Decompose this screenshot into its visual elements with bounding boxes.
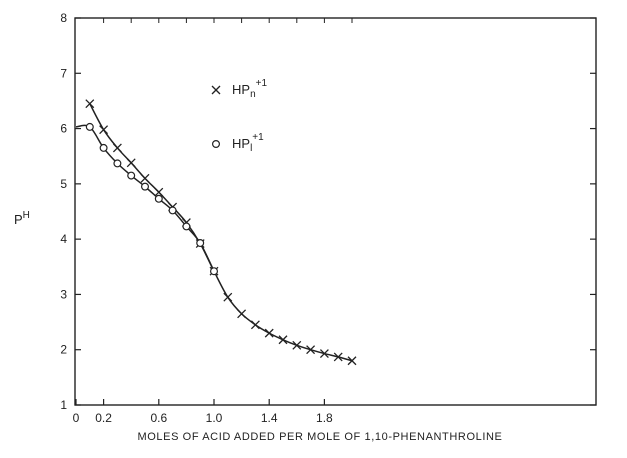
legend-item-series-1: HPn+1 <box>211 78 267 100</box>
x-tick-label: 0.2 <box>95 411 112 425</box>
data-point-circle <box>196 239 205 248</box>
data-point-circle <box>141 182 150 191</box>
series-line <box>75 124 215 272</box>
legend-x-glyph <box>211 85 221 95</box>
data-point-x <box>250 320 260 330</box>
x-marker-stroke <box>85 99 95 109</box>
x-axis-ticks: 0 0.2 0.6 1.0 1.4 1.8 <box>73 18 353 425</box>
y-tick-label: 8 <box>60 11 67 25</box>
y-tick-label: 5 <box>60 177 67 191</box>
y-axis-ticks: 1 2 3 4 5 6 7 8 <box>60 11 596 412</box>
data-point-circle <box>127 171 136 180</box>
data-point-x <box>140 173 150 183</box>
x-marker-stroke <box>126 158 136 168</box>
y-tick-label: 1 <box>60 398 67 412</box>
x-tick-label: 1.4 <box>261 411 278 425</box>
legend-label-series-2: HPl+1 <box>232 132 264 154</box>
data-point-x <box>126 158 136 168</box>
x-marker-stroke <box>223 292 233 302</box>
data-point-x <box>99 125 109 135</box>
x-tick-label: 0.6 <box>150 411 167 425</box>
x-tick-label: 1.8 <box>316 411 333 425</box>
x-marker-stroke <box>154 187 164 197</box>
data-point-x <box>306 345 316 355</box>
data-point-x <box>292 340 302 350</box>
x-axis-label: MOLES OF ACID ADDED PER MOLE OF 1,10-PHE… <box>138 431 503 443</box>
legend-marker-x <box>211 85 221 95</box>
x-marker-stroke <box>319 349 329 359</box>
data-point-x <box>112 143 122 153</box>
data-point-circle <box>85 122 94 131</box>
data-point-circle <box>210 267 219 276</box>
x-marker-stroke <box>278 335 288 345</box>
y-tick-label: 4 <box>60 232 67 246</box>
data-point-x <box>223 292 233 302</box>
y-tick-label: 2 <box>60 343 67 357</box>
legend-circle-glyph <box>212 140 221 149</box>
data-point-x <box>154 187 164 197</box>
legend: HPn+1 HPl+1 <box>211 78 267 154</box>
legend-marker-circle <box>212 140 221 149</box>
x-marker-stroke <box>292 340 302 350</box>
series-2 <box>75 122 219 276</box>
y-axis-label: PH <box>14 210 30 227</box>
x-tick-label: 1.0 <box>206 411 223 425</box>
data-point-x <box>347 356 357 366</box>
data-point-x <box>278 335 288 345</box>
x-marker-stroke <box>347 356 357 366</box>
data-point-x <box>237 309 247 319</box>
data-point-x <box>333 352 343 362</box>
x-marker-stroke <box>306 345 316 355</box>
data-point-x <box>264 328 274 338</box>
y-tick-label: 3 <box>60 287 67 301</box>
series-layer <box>75 99 357 366</box>
data-point-circle <box>168 206 177 215</box>
x-marker-stroke <box>140 173 150 183</box>
x-marker-stroke <box>99 125 109 135</box>
x-marker-stroke <box>264 328 274 338</box>
plot-border <box>74 17 597 406</box>
legend-label-series-1: HPn+1 <box>232 78 267 100</box>
series-line <box>89 103 353 362</box>
x-marker-stroke <box>250 320 260 330</box>
x-marker-stroke <box>112 143 122 153</box>
data-point-x <box>319 349 329 359</box>
data-point-circle <box>113 159 122 168</box>
data-point-circle <box>154 194 163 203</box>
data-point-circle <box>182 222 191 231</box>
y-tick-label: 7 <box>60 66 67 80</box>
data-point-circle <box>99 143 108 152</box>
x-tick-label: 0 <box>73 411 80 425</box>
legend-item-series-2: HPl+1 <box>212 132 264 154</box>
data-point-x <box>85 99 95 109</box>
plot-frame <box>74 17 597 406</box>
x-marker-stroke <box>333 352 343 362</box>
y-tick-label: 6 <box>60 122 67 136</box>
x-marker-stroke <box>237 309 247 319</box>
series-1 <box>85 99 357 366</box>
x-marker-stroke <box>211 85 221 95</box>
